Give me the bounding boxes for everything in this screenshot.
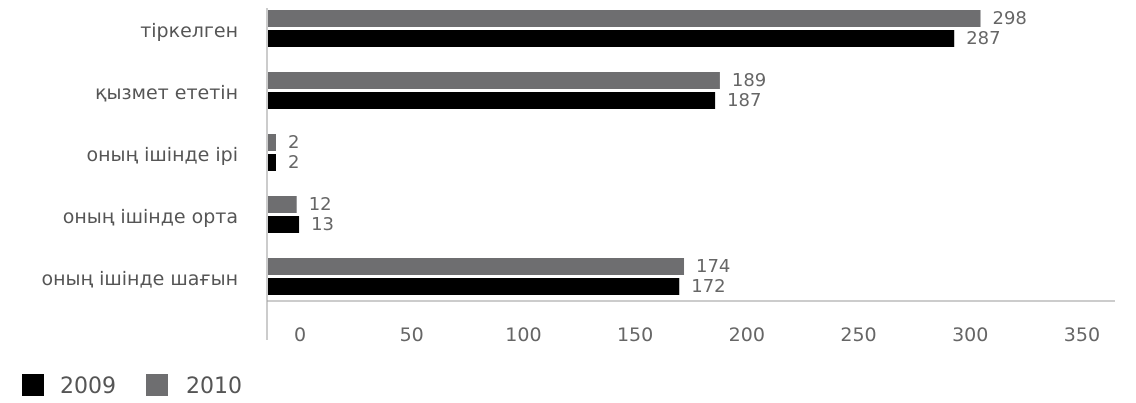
- bar-2010: [268, 10, 981, 27]
- legend-swatch-2010: [146, 374, 168, 396]
- x-tick-label: 200: [729, 324, 765, 346]
- bar-2009: [268, 30, 955, 47]
- data-label-2010: 174: [696, 256, 730, 277]
- category-label: оның ішінде ірі: [87, 144, 239, 166]
- category-label: оның ішінде орта: [63, 206, 238, 228]
- data-label-2009: 2: [288, 152, 299, 173]
- x-tick-label: 100: [505, 324, 541, 346]
- legend-label-2010: 2010: [186, 374, 242, 399]
- bar-2010: [268, 258, 685, 275]
- data-label-2009: 187: [727, 90, 761, 111]
- x-tick-label: 300: [952, 324, 988, 346]
- bar-2009: [268, 154, 276, 171]
- axis-layer: 0 50 100 150 200 250 300 350 тіркелген қызмет ете…: [41, 8, 1115, 346]
- data-label-2009: 287: [966, 28, 1000, 49]
- data-label-2010: 298: [993, 8, 1027, 29]
- category-label: тіркелген: [140, 20, 238, 42]
- legend: 2009 2010: [22, 374, 242, 399]
- data-label-2009: 13: [311, 214, 334, 235]
- legend-swatch-2009: [22, 374, 44, 396]
- x-tick-label: 150: [617, 324, 653, 346]
- x-tick-label: 50: [400, 324, 424, 346]
- category-label: қызмет ететін: [95, 82, 238, 104]
- bar-2009: [268, 92, 716, 109]
- bar-2009: [268, 216, 300, 233]
- bar-2010: [268, 72, 720, 89]
- data-label-2010: 189: [732, 70, 766, 91]
- x-tick-label: 0: [294, 324, 306, 346]
- bar-2010: [268, 196, 297, 213]
- x-tick-label: 350: [1064, 324, 1100, 346]
- data-label-2010: 12: [309, 194, 332, 215]
- legend-label-2009: 2009: [60, 374, 116, 399]
- bar-2010: [268, 134, 276, 151]
- x-tick-label: 250: [840, 324, 876, 346]
- data-label-2009: 172: [691, 276, 725, 297]
- bar-2009: [268, 278, 680, 295]
- data-label-2010: 2: [288, 132, 299, 153]
- category-label: оның ішінде шағын: [41, 268, 238, 290]
